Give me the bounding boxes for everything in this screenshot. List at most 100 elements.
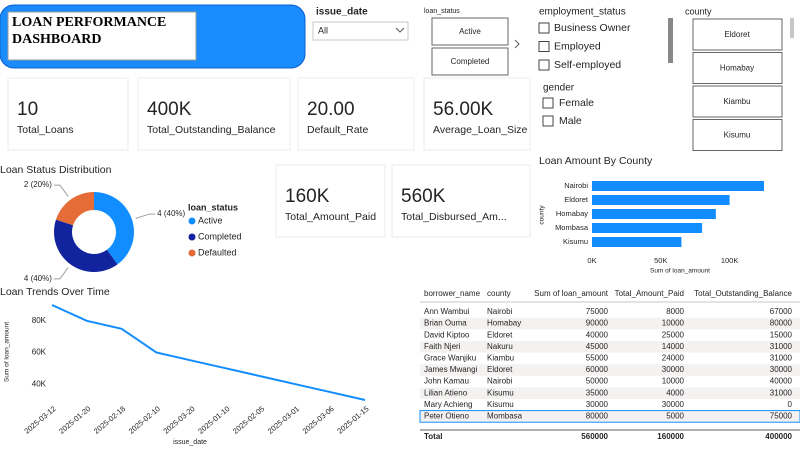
table-cell: Nairobi	[487, 377, 513, 386]
leader-line	[53, 267, 69, 280]
tile-button[interactable]	[692, 18, 783, 51]
tile-button[interactable]	[692, 85, 783, 118]
legend-label: Active	[198, 215, 223, 225]
table-cell: 0	[788, 400, 793, 409]
tile-button[interactable]	[692, 52, 783, 84]
tile-label: Kisumu	[724, 131, 751, 140]
table-cell: 80000	[586, 412, 609, 421]
checkbox[interactable]	[538, 59, 550, 71]
checkbox[interactable]	[542, 97, 554, 109]
table-cell: 30000	[586, 400, 609, 409]
table-cell: Nakuru	[487, 342, 513, 351]
table-cell: Homabay	[487, 319, 521, 328]
leader-line	[53, 184, 69, 197]
slicer-title: county	[685, 6, 712, 16]
checkbox-label: Business Owner	[554, 22, 631, 34]
x-tick-label: 2025-03-06	[301, 404, 336, 436]
donut-slice	[53, 219, 118, 273]
legend-label: Completed	[198, 231, 242, 241]
y-tick-label: Mombasa	[555, 223, 589, 232]
table-cell: 75000	[586, 307, 609, 316]
y-axis-title: county	[539, 205, 546, 225]
total-cell: 560000	[581, 432, 608, 441]
table-cell: 30000	[770, 365, 793, 374]
x-tick-label: 2025-03-01	[266, 404, 301, 436]
table-cell: Kisumu	[487, 400, 514, 409]
tile-button[interactable]	[431, 17, 509, 46]
dropdown[interactable]	[312, 21, 409, 41]
y-axis-title: Sum of loan_amount	[4, 322, 11, 382]
scroll-chevron[interactable]	[514, 39, 520, 49]
table-cell: 8000	[666, 307, 684, 316]
dropdown-value: All	[318, 25, 328, 35]
trend-line	[51, 304, 366, 401]
bar	[592, 195, 730, 205]
column-header: Sum of loan_amount	[534, 289, 609, 298]
tile-button[interactable]	[431, 47, 509, 76]
table-cell: 5000	[666, 412, 684, 421]
table-cell: 30000	[662, 365, 685, 374]
legend-label: Defaulted	[198, 247, 237, 257]
tile-label: Homabay	[720, 64, 754, 73]
kpi-label: Total_Disbursed_Am...	[401, 211, 507, 223]
kpi-card	[391, 164, 531, 238]
data-label: 4 (40%)	[24, 274, 52, 283]
table-cell: Mombasa	[487, 412, 523, 421]
table-cell: 67000	[770, 307, 793, 316]
y-tick-label: Eldoret	[564, 195, 589, 204]
table-cell: Ann Wambui	[424, 307, 470, 316]
x-tick-label: 2025-01-10	[196, 404, 231, 436]
table-cell: Faith Njeri	[424, 342, 461, 351]
checkbox-label: Self-employed	[554, 59, 621, 71]
bar	[592, 209, 716, 219]
y-tick-label: Kisumu	[563, 237, 588, 246]
table-cell: 75000	[770, 412, 793, 421]
table-cell: Lilian Atieno	[424, 388, 468, 397]
kpi-label: Total_Amount_Paid	[285, 211, 376, 223]
column-header: Total_Amount_Paid	[615, 289, 684, 298]
kpi-value: 160K	[285, 186, 330, 207]
table-cell: 45000	[586, 342, 609, 351]
total-cell: 160000	[657, 432, 684, 441]
row-band	[420, 364, 800, 376]
bar	[592, 223, 703, 233]
table-cell: 10000	[662, 319, 685, 328]
kpi-value: 560K	[401, 186, 446, 207]
row-band	[420, 341, 800, 353]
slicer-title: gender	[543, 83, 575, 94]
kpi-label: Total_Outstanding_Balance	[147, 124, 276, 136]
table-cell: 31000	[770, 354, 793, 363]
kpi-card	[7, 77, 129, 151]
donut-slice	[55, 192, 94, 226]
total-label: Total	[424, 432, 443, 441]
checkbox[interactable]	[542, 115, 554, 127]
table-cell: James Mwangi	[424, 365, 478, 374]
kpi-label: Default_Rate	[307, 124, 368, 136]
kpi-label: Total_Loans	[17, 124, 74, 136]
table-cell: 4000	[666, 388, 684, 397]
table-cell: John Kamau	[424, 377, 469, 386]
checkbox-label: Male	[559, 115, 582, 127]
table-cell: Mary Achieng	[424, 400, 472, 409]
table-cell: Peter Otieno	[424, 412, 469, 421]
table-cell: 30000	[662, 400, 685, 409]
kpi-value: 400K	[147, 99, 192, 120]
legend-marker	[188, 217, 196, 225]
chart-title: Loan Amount By County	[539, 155, 653, 167]
scrollbar	[668, 18, 673, 63]
table-cell: 31000	[770, 342, 793, 351]
row-band	[420, 410, 800, 423]
table-cell: Kisumu	[487, 388, 514, 397]
checkbox[interactable]	[538, 41, 550, 52]
tile-label: Kiambu	[723, 97, 750, 106]
checkbox[interactable]	[538, 22, 550, 34]
legend-marker	[188, 233, 196, 241]
tile-button[interactable]	[692, 119, 783, 151]
y-tick-label: Homabay	[556, 209, 588, 218]
x-tick-label: 2025-03-20	[161, 404, 196, 436]
title-holder: LOAN PERFORMANCE DASHBOARD	[12, 15, 166, 47]
table-cell: David Kiptoo	[424, 330, 470, 339]
table-cell: Nairobi	[487, 307, 513, 316]
x-tick-label: 2025-02-18	[92, 404, 127, 436]
